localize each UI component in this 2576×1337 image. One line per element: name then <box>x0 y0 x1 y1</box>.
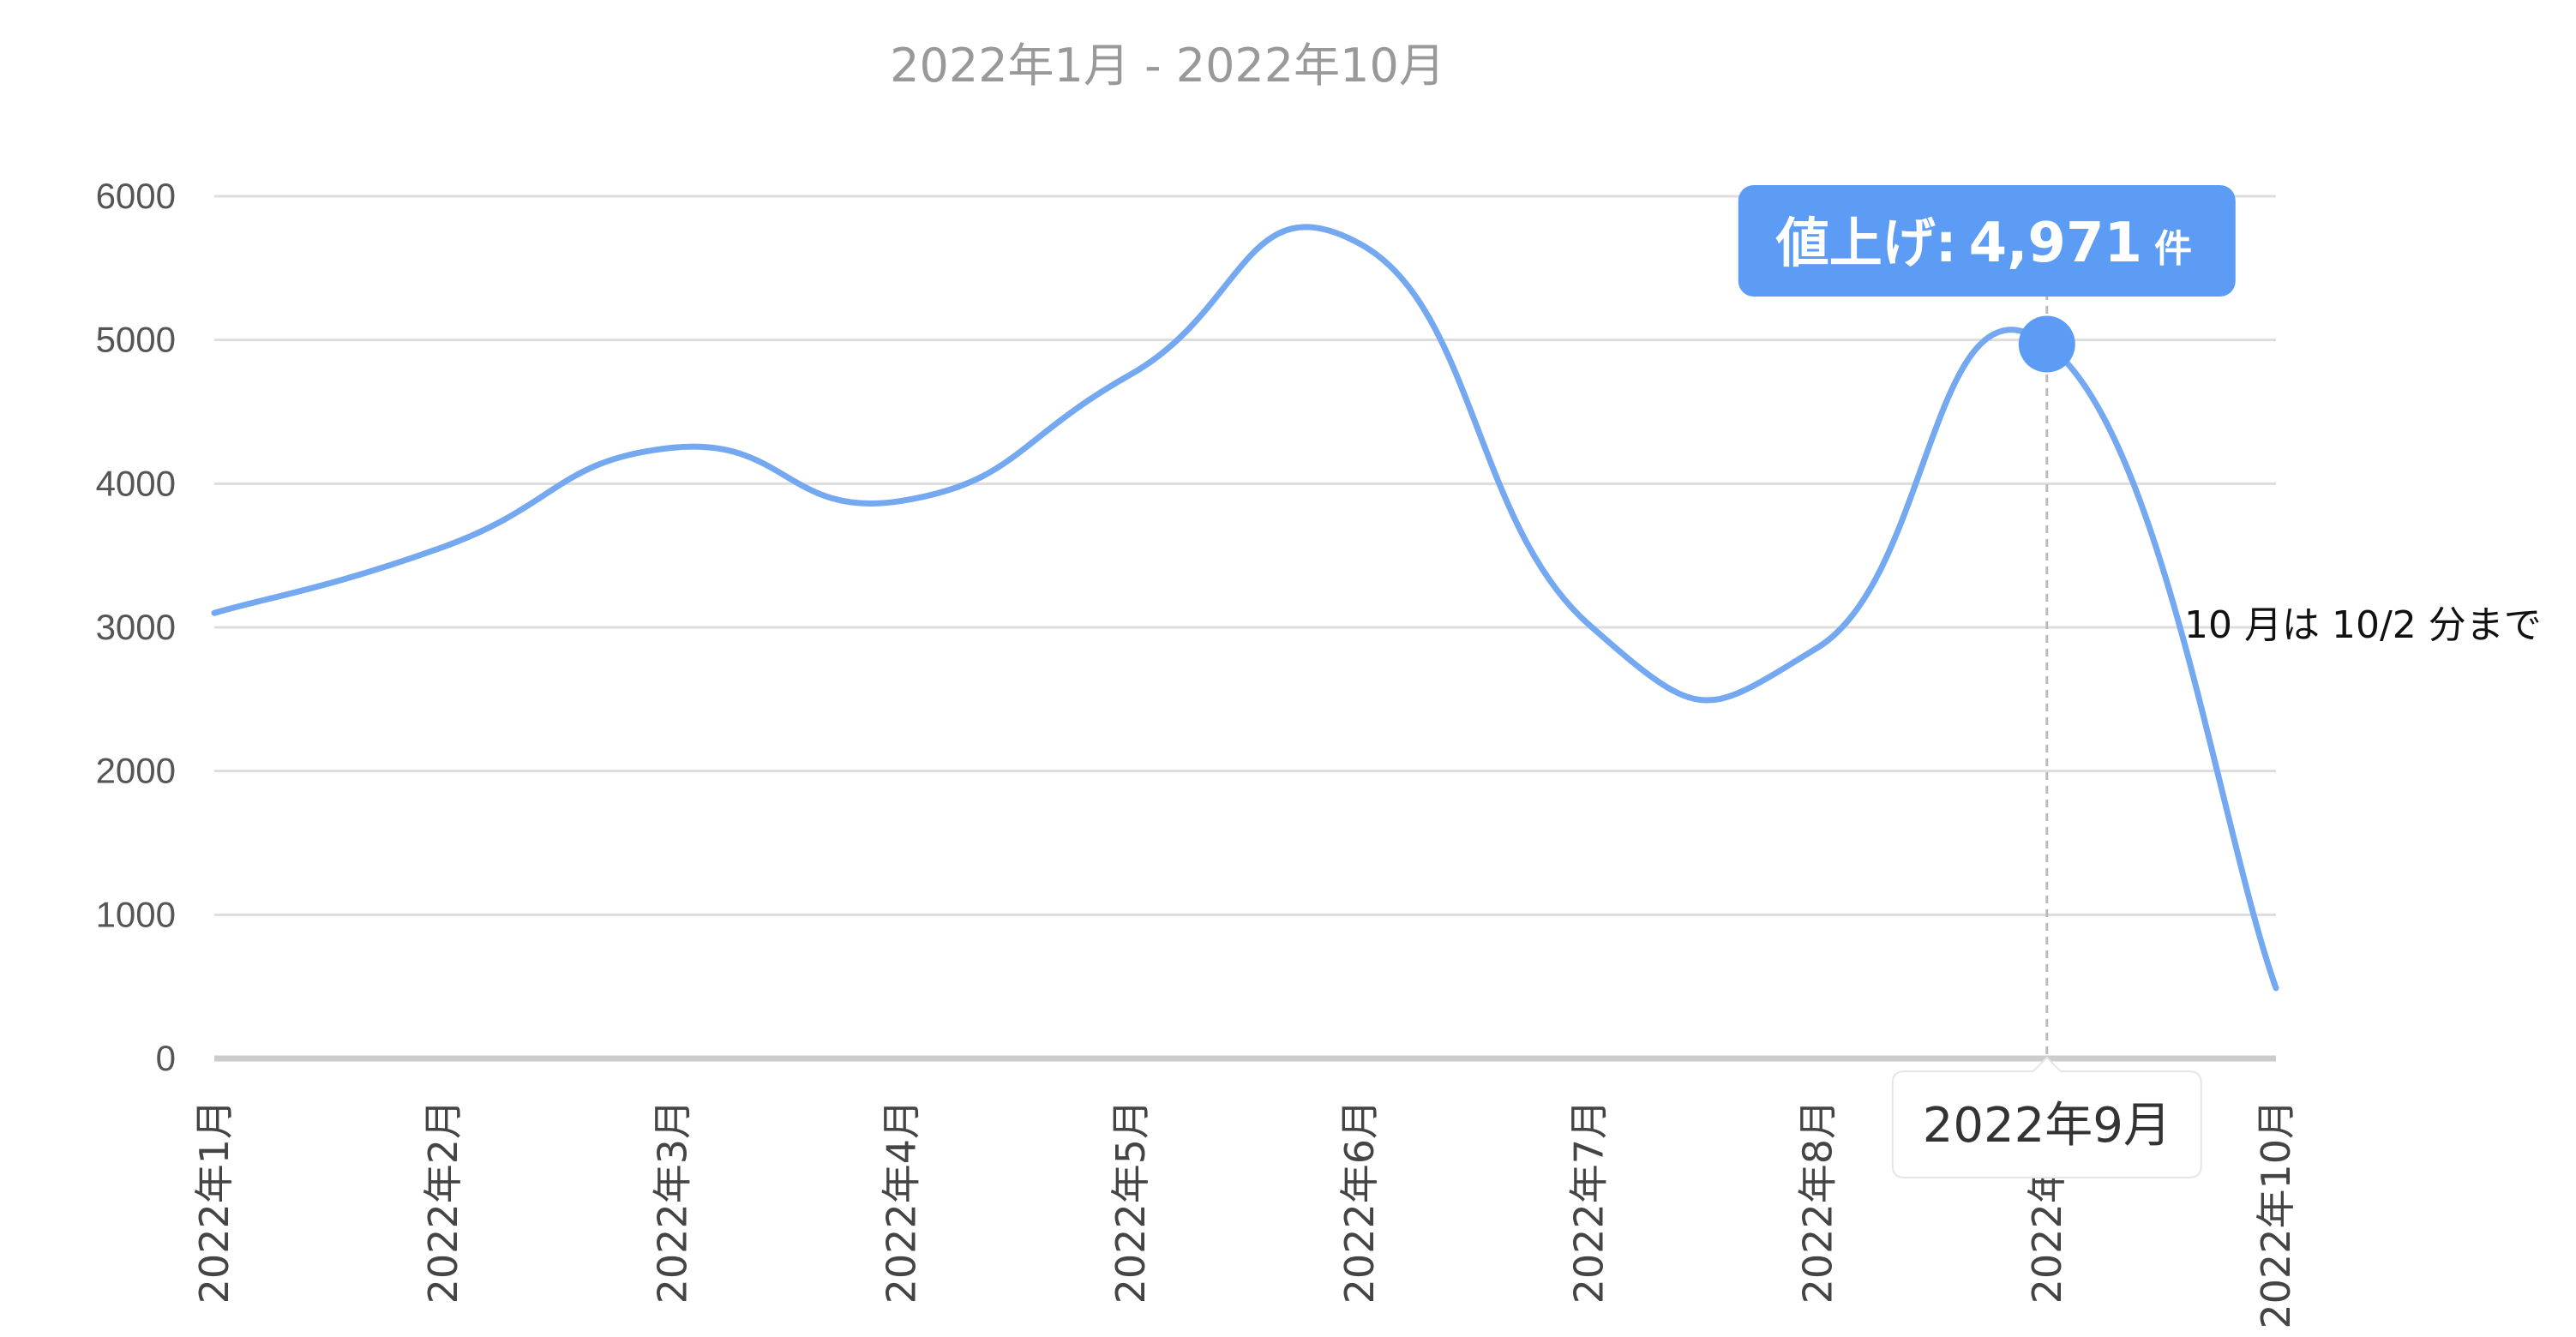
tooltip-separator: : <box>1936 212 1957 274</box>
x-tick-label: 2022年2月 <box>420 1100 466 1304</box>
chart-subtitle: 2022年1月 - 2022年10月 <box>890 39 1445 93</box>
y-tick-label: 1000 <box>96 894 176 934</box>
x-tick-label: 2022年6月 <box>1336 1100 1383 1304</box>
y-tick-label: 2000 <box>96 751 176 791</box>
series-line-price-increase <box>211 224 2279 992</box>
tooltip-text: 値上げ: 4,971 件 <box>1775 212 2192 275</box>
y-axis-tick-labels: 0 1000 2000 3000 4000 5000 6000 <box>96 176 176 1078</box>
y-tick-label: 4000 <box>96 463 176 503</box>
y-tick-label: 0 <box>156 1038 176 1078</box>
tooltip-value: 4,971 <box>1969 212 2142 275</box>
value-tooltip: 値上げ: 4,971 件 <box>1738 185 2236 297</box>
x-tick-label: 2022年8月 <box>1795 1100 1841 1304</box>
x-category-tooltip-text: 2022年9月 <box>1923 1098 2171 1154</box>
x-axis-tick-labels: 2022年1月 2022年2月 2022年3月 2022年4月 2022年5月 2022年… <box>191 1100 2299 1329</box>
x-tick-label: 2022年7月 <box>1565 1100 1612 1304</box>
x-tick-label: 2022年5月 <box>1108 1100 1154 1304</box>
x-tick-label: 2022年4月 <box>879 1100 925 1304</box>
x-tick-label: 2022年1月 <box>191 1100 237 1304</box>
tooltip-box <box>1738 185 2236 297</box>
x-category-tooltip-box <box>1891 1056 2202 1178</box>
grid-lines <box>214 195 2276 916</box>
partial-month-note: 10 月は 10/2 分まで <box>2184 603 2542 647</box>
y-tick-label: 5000 <box>96 320 176 360</box>
tooltip-unit: 件 <box>2154 227 2192 271</box>
x-category-tooltip: 2022年9月 <box>1891 1056 2202 1178</box>
y-tick-label: 6000 <box>96 176 176 216</box>
x-tick-label: 2022年10月 <box>2253 1100 2299 1329</box>
y-tick-label: 3000 <box>96 607 176 647</box>
hovered-data-point[interactable] <box>2018 315 2075 373</box>
x-tick-label: 2022年3月 <box>649 1100 695 1304</box>
tooltip-series-label: 値上げ <box>1775 212 1936 274</box>
